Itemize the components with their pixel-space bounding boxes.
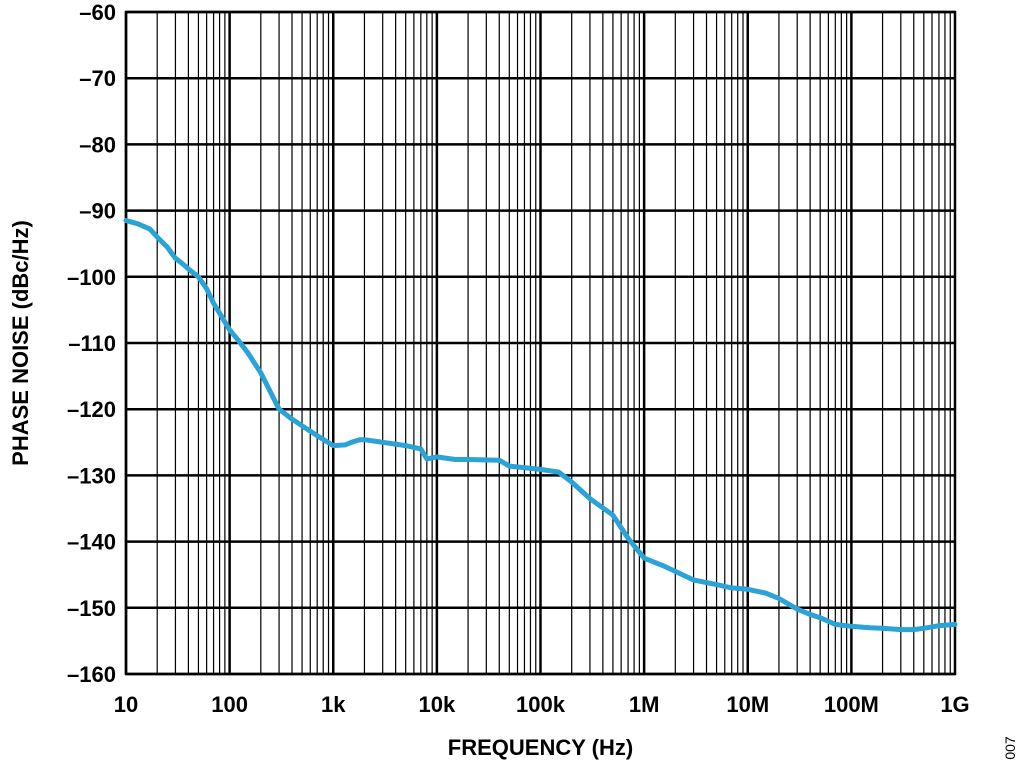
x-axis-title: FREQUENCY (Hz): [448, 735, 633, 760]
x-tick-label: 10: [114, 692, 138, 717]
x-tick-label: 100k: [516, 692, 566, 717]
x-tick-label: 1M: [629, 692, 660, 717]
x-tick-label: 100M: [824, 692, 879, 717]
x-tick-label: 100: [211, 692, 248, 717]
y-tick-label: –80: [79, 132, 116, 157]
y-tick-label: –130: [67, 463, 116, 488]
y-axis-title: PHASE NOISE (dBc/Hz): [8, 220, 33, 466]
y-tick-labels: –60 –70 –80 –90 –100 –110 –120 –130 –140 –150 –160: [67, 0, 116, 687]
x-tick-label: 1k: [321, 692, 346, 717]
y-tick-label: –110: [68, 331, 116, 356]
y-tick-label: –100: [67, 265, 116, 290]
x-tick-labels: 10 100 1k 10k 100k 1M 10M 100M 1G: [114, 692, 970, 717]
y-tick-label: –120: [67, 397, 116, 422]
y-tick-label: –90: [79, 199, 116, 224]
plot-frame: [124, 10, 957, 676]
y-tick-label: –60: [79, 0, 116, 25]
phase-noise-series-line: [123, 218, 958, 633]
y-tick-label: –160: [67, 662, 116, 687]
x-tick-label: 1G: [940, 692, 969, 717]
figure-code: 007: [1002, 736, 1018, 760]
x-tick-label: 10M: [726, 692, 769, 717]
y-tick-label: –140: [67, 530, 116, 555]
x-tick-label: 10k: [419, 692, 456, 717]
grid-lines: [124, 10, 955, 676]
y-tick-label: –150: [67, 596, 116, 621]
y-tick-label: –70: [79, 66, 116, 91]
